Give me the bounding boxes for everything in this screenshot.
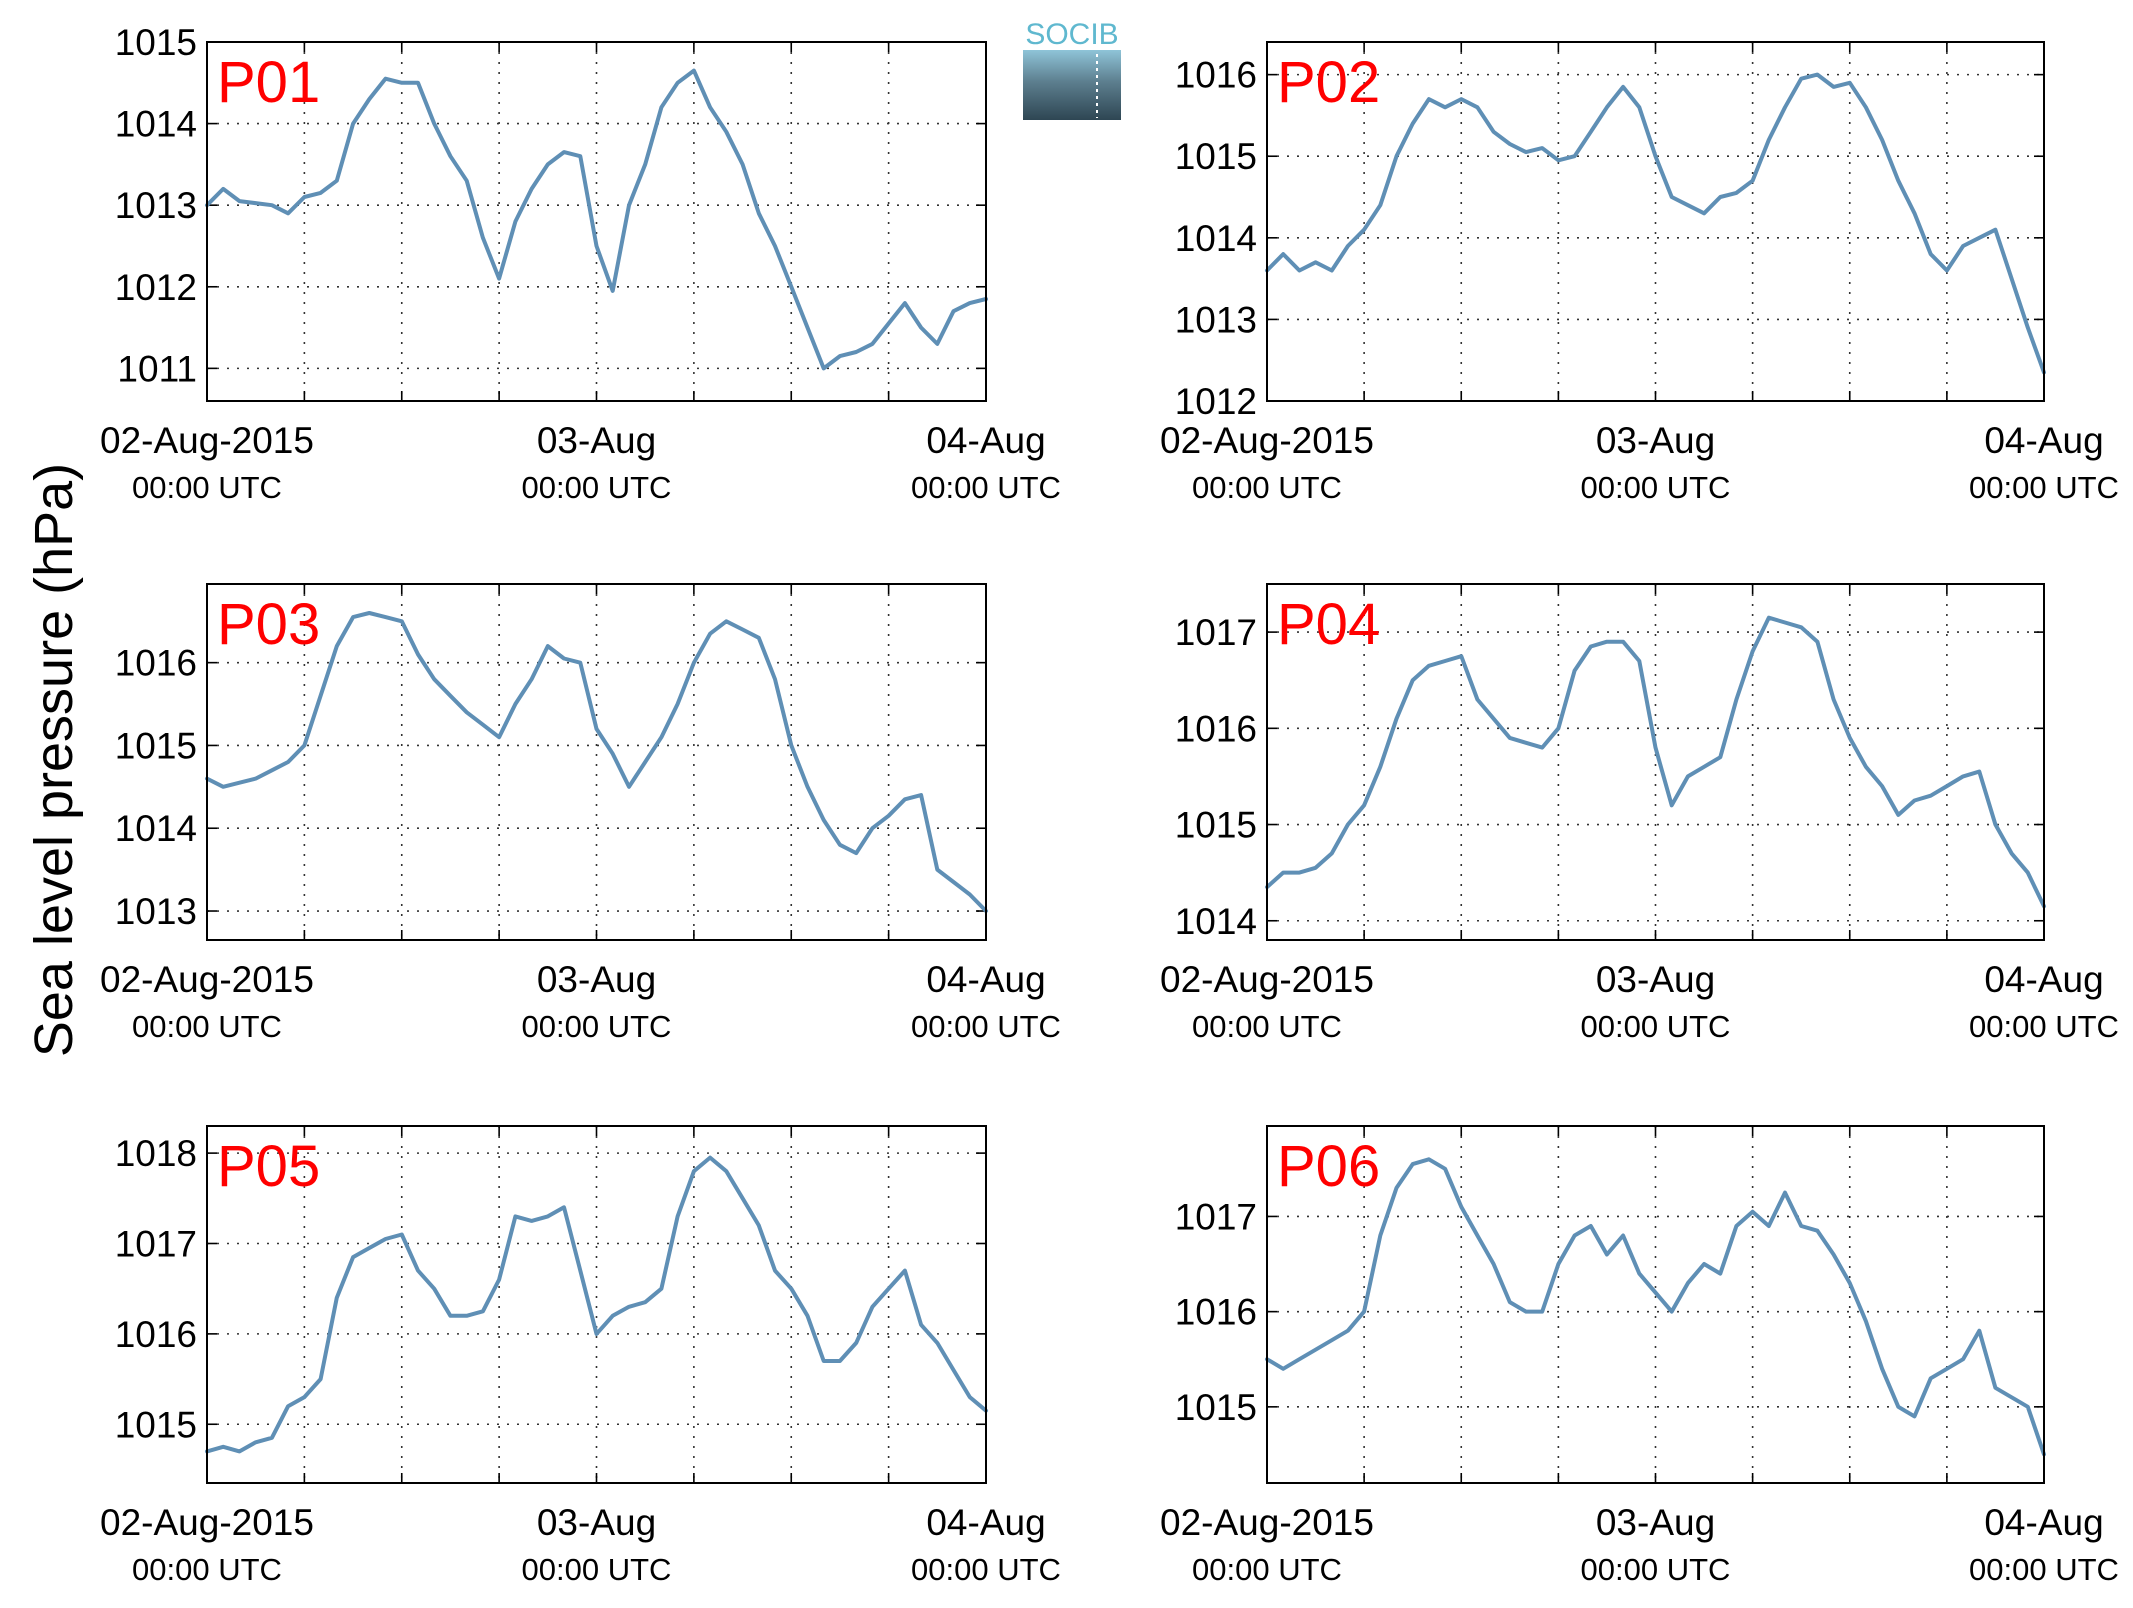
x-tick-sublabel: 00:00 UTC bbox=[911, 1552, 1061, 1587]
panel-label: P04 bbox=[1277, 592, 1380, 657]
x-tick-sublabel: 00:00 UTC bbox=[522, 1009, 672, 1044]
x-tick-sublabel: 00:00 UTC bbox=[132, 470, 282, 505]
x-tick-label: 02-Aug-2015 bbox=[1160, 1502, 1374, 1543]
y-tick-label: 1017 bbox=[1175, 1196, 1257, 1237]
y-tick-label: 1014 bbox=[1175, 901, 1257, 942]
x-tick-sublabel: 00:00 UTC bbox=[911, 1009, 1061, 1044]
y-tick-label: 1012 bbox=[115, 267, 197, 308]
y-axis-label: Sea level pressure (hPa) bbox=[24, 463, 84, 1057]
x-tick-sublabel: 00:00 UTC bbox=[1969, 470, 2119, 505]
x-tick-sublabel: 00:00 UTC bbox=[132, 1009, 282, 1044]
series-line-p02 bbox=[1265, 72, 2046, 375]
x-tick-label: 03-Aug bbox=[1596, 420, 1715, 461]
x-tick-sublabel: 00:00 UTC bbox=[1581, 1552, 1731, 1587]
axes-box-p02 bbox=[1266, 41, 2045, 402]
x-tick-label: 02-Aug-2015 bbox=[100, 420, 314, 461]
y-tick-label: 1017 bbox=[115, 1223, 197, 1264]
panel-label: P01 bbox=[217, 50, 320, 115]
x-tick-sublabel: 00:00 UTC bbox=[1192, 1009, 1342, 1044]
y-tick-label: 1013 bbox=[115, 185, 197, 226]
y-tick-label: 1014 bbox=[115, 104, 197, 145]
y-tick-label: 1015 bbox=[115, 725, 197, 766]
y-tick-label: 1016 bbox=[1175, 1292, 1257, 1333]
x-tick-sublabel: 00:00 UTC bbox=[1581, 1009, 1731, 1044]
y-tick-label: 1016 bbox=[1175, 708, 1257, 749]
x-tick-label: 02-Aug-2015 bbox=[1160, 420, 1374, 461]
x-tick-label: 04-Aug bbox=[926, 959, 1045, 1000]
y-tick-label: 1013 bbox=[115, 891, 197, 932]
x-tick-label: 03-Aug bbox=[1596, 1502, 1715, 1543]
logo-text: SOCIB bbox=[1025, 18, 1118, 51]
x-tick-label: 03-Aug bbox=[537, 1502, 656, 1543]
y-tick-label: 1015 bbox=[1175, 805, 1257, 846]
x-tick-sublabel: 00:00 UTC bbox=[1192, 1552, 1342, 1587]
series-line-p04 bbox=[1265, 615, 2046, 909]
y-tick-label: 1015 bbox=[1175, 1387, 1257, 1428]
x-tick-sublabel: 00:00 UTC bbox=[1969, 1552, 2119, 1587]
y-tick-label: 1017 bbox=[1175, 612, 1257, 653]
series-line-p05 bbox=[205, 1155, 988, 1454]
x-tick-label: 04-Aug bbox=[1984, 1502, 2103, 1543]
y-tick-label: 1016 bbox=[1175, 55, 1257, 96]
panel-label: P02 bbox=[1277, 50, 1380, 115]
x-tick-label: 02-Aug-2015 bbox=[100, 959, 314, 1000]
axes-box-p06 bbox=[1266, 1125, 2045, 1484]
x-tick-label: 03-Aug bbox=[537, 420, 656, 461]
x-tick-label: 02-Aug-2015 bbox=[1160, 959, 1374, 1000]
x-tick-sublabel: 00:00 UTC bbox=[522, 470, 672, 505]
x-tick-label: 04-Aug bbox=[926, 420, 1045, 461]
panel-label: P05 bbox=[217, 1134, 320, 1199]
y-tick-label: 1016 bbox=[115, 643, 197, 684]
socib-logo: SOCIB bbox=[1021, 14, 1125, 122]
axes-box-p01 bbox=[206, 41, 987, 402]
x-tick-label: 04-Aug bbox=[1984, 959, 2103, 1000]
x-tick-sublabel: 00:00 UTC bbox=[1581, 470, 1731, 505]
y-tick-label: 1014 bbox=[1175, 218, 1257, 259]
axes-box-p04 bbox=[1266, 583, 2045, 941]
axes-box-p05 bbox=[206, 1125, 987, 1484]
x-tick-label: 03-Aug bbox=[1596, 959, 1715, 1000]
series-line-p06 bbox=[1265, 1157, 2046, 1457]
panel-label: P03 bbox=[217, 592, 320, 657]
axes-box-p03 bbox=[206, 583, 987, 941]
x-tick-sublabel: 00:00 UTC bbox=[1192, 470, 1342, 505]
x-tick-sublabel: 00:00 UTC bbox=[132, 1552, 282, 1587]
y-tick-label: 1016 bbox=[115, 1314, 197, 1355]
series-line-p03 bbox=[205, 611, 988, 913]
x-tick-label: 04-Aug bbox=[926, 1502, 1045, 1543]
x-tick-sublabel: 00:00 UTC bbox=[911, 470, 1061, 505]
y-tick-label: 1015 bbox=[1175, 136, 1257, 177]
y-tick-label: 1015 bbox=[115, 22, 197, 63]
y-tick-label: 1012 bbox=[1175, 381, 1257, 422]
y-tick-label: 1015 bbox=[115, 1404, 197, 1445]
x-tick-label: 03-Aug bbox=[537, 959, 656, 1000]
y-tick-label: 1011 bbox=[117, 348, 197, 389]
y-tick-label: 1013 bbox=[1175, 299, 1257, 340]
panel-label: P06 bbox=[1277, 1134, 1380, 1199]
y-tick-label: 1018 bbox=[115, 1133, 197, 1174]
x-tick-sublabel: 00:00 UTC bbox=[522, 1552, 672, 1587]
x-tick-sublabel: 00:00 UTC bbox=[1969, 1009, 2119, 1044]
x-tick-label: 02-Aug-2015 bbox=[100, 1502, 314, 1543]
y-tick-label: 1014 bbox=[115, 808, 197, 849]
x-tick-label: 04-Aug bbox=[1984, 420, 2103, 461]
series-line-p01 bbox=[205, 68, 988, 371]
